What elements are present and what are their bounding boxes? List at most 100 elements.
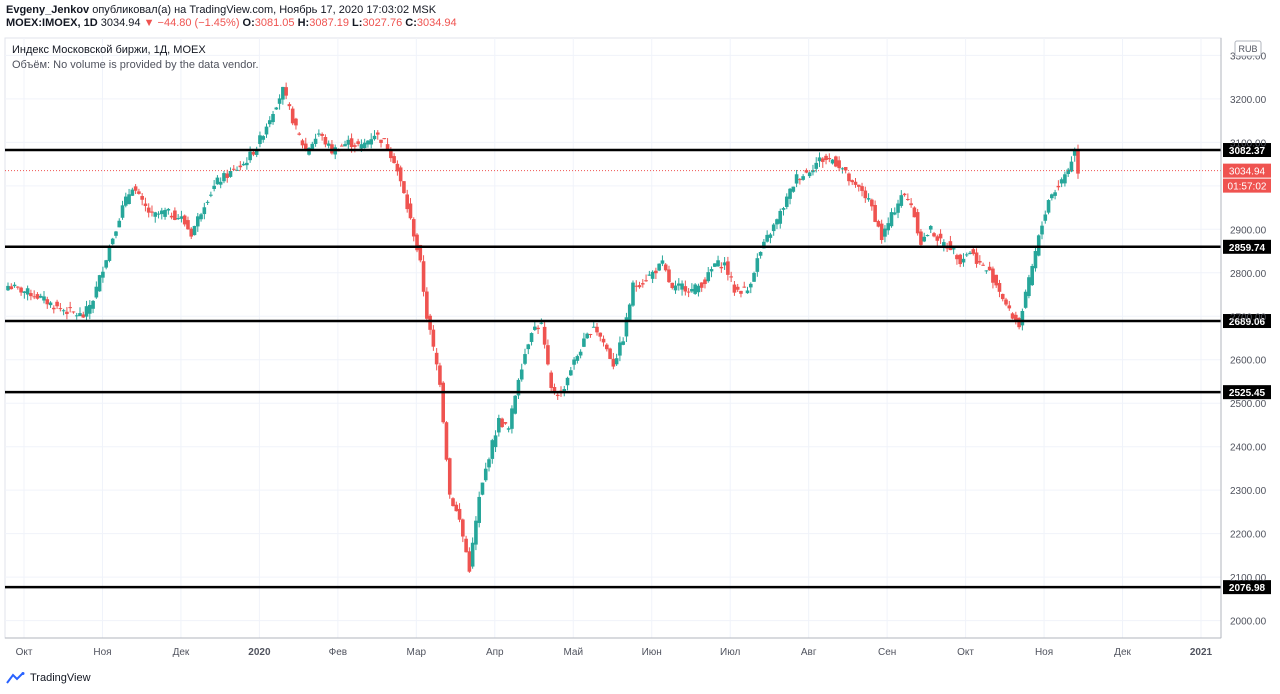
time-tick-label: Ноя bbox=[93, 647, 111, 658]
author-name[interactable]: Evgeny_Jenkov bbox=[6, 4, 90, 16]
candle-body bbox=[464, 538, 468, 553]
candle-body bbox=[133, 186, 138, 191]
candle-body bbox=[349, 138, 354, 148]
candle-body bbox=[870, 199, 874, 207]
candle-body bbox=[382, 138, 387, 140]
candle-body bbox=[876, 221, 881, 227]
candle-body bbox=[182, 215, 187, 225]
candle-body bbox=[817, 157, 822, 162]
candle-body bbox=[45, 299, 50, 305]
candle-body bbox=[565, 377, 570, 386]
candle-body bbox=[117, 220, 122, 228]
candle-body bbox=[176, 218, 180, 220]
candle-body bbox=[811, 170, 815, 173]
candle-body bbox=[801, 176, 805, 180]
candle-body bbox=[146, 207, 151, 213]
candle-body bbox=[317, 133, 321, 135]
candle-body bbox=[650, 271, 655, 279]
candle-body bbox=[320, 133, 324, 136]
candle-body bbox=[673, 285, 678, 291]
candle-body bbox=[922, 236, 927, 242]
candle-body bbox=[245, 162, 249, 166]
candle-body bbox=[81, 314, 86, 318]
price-tick-label: 3200.00 bbox=[1230, 95, 1267, 106]
candle-body bbox=[326, 143, 331, 146]
candle-body bbox=[552, 387, 557, 394]
candle-body bbox=[487, 459, 491, 468]
candle-body bbox=[997, 283, 1002, 292]
symbol-name[interactable]: MOEX:IMOEX, 1D bbox=[6, 17, 98, 29]
candle-body bbox=[6, 285, 10, 291]
close-value: 3034.94 bbox=[416, 17, 457, 29]
candle-body bbox=[104, 260, 108, 268]
candle-body bbox=[546, 345, 550, 365]
candle-body bbox=[431, 329, 436, 347]
candle-body bbox=[248, 151, 252, 161]
candle-body bbox=[932, 233, 936, 237]
candle-body bbox=[667, 269, 671, 283]
time-tick-label: Дек bbox=[173, 647, 190, 658]
candle-body bbox=[549, 372, 553, 388]
candle-body bbox=[771, 224, 776, 232]
candle-body bbox=[729, 276, 733, 278]
candle-body bbox=[173, 210, 177, 220]
price-tick-label: 3100.00 bbox=[1230, 138, 1267, 149]
price-axis[interactable]: 2000.00 2100.00 2200.00 2300.00 2400.00 2500.… bbox=[1220, 38, 1267, 638]
candle-body bbox=[441, 382, 445, 423]
support-resistance-levels[interactable]: 3082.37 2859.74 2689.06 2525.45 2076.98 bbox=[5, 143, 1271, 595]
last-price-badges: 3034.94 01:57:02 bbox=[1223, 163, 1271, 193]
candle-body bbox=[153, 212, 158, 217]
candle-body bbox=[159, 210, 164, 215]
candle-body bbox=[411, 219, 416, 237]
candle-body bbox=[68, 307, 72, 309]
candle-body bbox=[739, 290, 743, 294]
candle-body bbox=[467, 551, 472, 572]
candles bbox=[6, 82, 1080, 573]
candle-body bbox=[25, 288, 30, 295]
candle-body bbox=[186, 220, 190, 230]
time-axis[interactable]: Окт Ноя Дек 2020 Фев Мар Апр Май Июн Июл Авг Сен Окт… bbox=[5, 637, 1221, 658]
candle-body bbox=[778, 210, 783, 224]
candle-body bbox=[470, 542, 475, 567]
candle-body bbox=[258, 135, 262, 144]
candle-body bbox=[1010, 313, 1015, 319]
candle-body bbox=[408, 203, 413, 219]
candle-body bbox=[742, 286, 747, 288]
candle-body bbox=[513, 395, 517, 414]
chart-legend: Индекс Московской биржи, 1Д, MOEX Объём:… bbox=[12, 43, 259, 73]
candle-body bbox=[497, 417, 501, 433]
candle-body bbox=[503, 422, 508, 424]
candle-body bbox=[899, 195, 904, 206]
candle-body bbox=[726, 261, 730, 275]
candle-body bbox=[791, 186, 796, 192]
candle-body bbox=[798, 179, 802, 181]
candle-body bbox=[1046, 200, 1051, 213]
candle-body bbox=[938, 233, 943, 239]
candle-body bbox=[353, 145, 357, 147]
candle-body bbox=[447, 458, 452, 495]
candle-body bbox=[74, 315, 79, 317]
candle-body bbox=[912, 207, 917, 218]
candle-body bbox=[461, 519, 465, 537]
candle-body bbox=[35, 294, 40, 299]
candle-body bbox=[202, 207, 207, 215]
candle-body bbox=[928, 226, 933, 230]
candle-body bbox=[483, 468, 488, 481]
candle-body bbox=[536, 327, 540, 330]
candle-body bbox=[1027, 277, 1031, 297]
candle-body bbox=[372, 135, 377, 140]
candle-body bbox=[657, 263, 661, 271]
plot-frame bbox=[4, 37, 1222, 639]
candle-body bbox=[762, 241, 766, 249]
candle-body bbox=[506, 428, 511, 430]
candle-body bbox=[438, 365, 442, 385]
candle-body bbox=[690, 288, 694, 292]
candle-body bbox=[61, 310, 66, 312]
candle-body bbox=[523, 354, 527, 364]
candle-body bbox=[860, 186, 864, 191]
candle-body bbox=[389, 150, 393, 159]
candle-body bbox=[114, 231, 118, 236]
candle-body bbox=[856, 184, 861, 187]
footer-brand[interactable]: TradingView bbox=[6, 672, 91, 684]
